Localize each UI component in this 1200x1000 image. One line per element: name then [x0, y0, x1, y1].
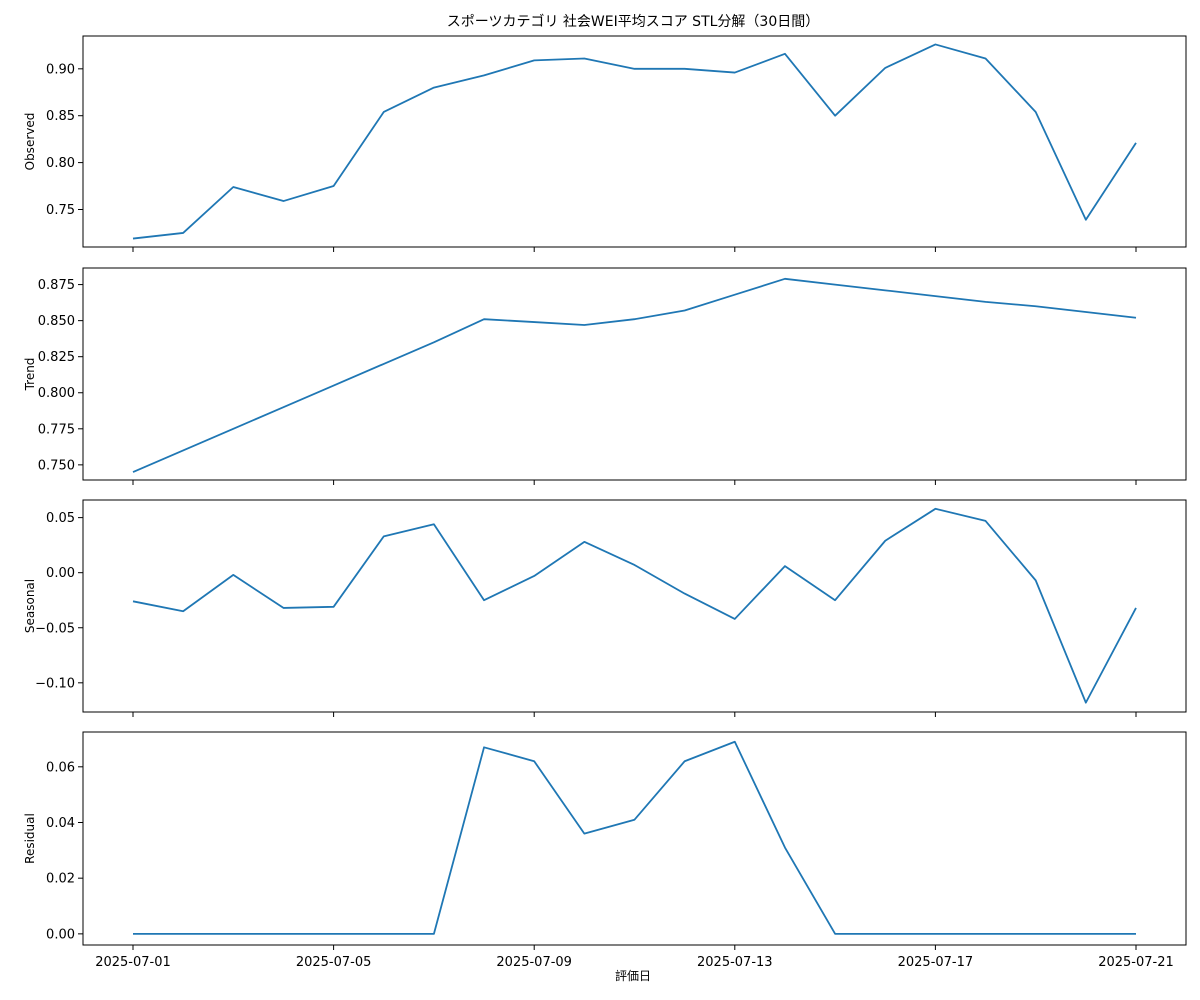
seasonal-frame: [82, 499, 1187, 713]
observed-y-axis-label: Observed: [23, 113, 37, 171]
seasonal-series-line: [132, 507, 1137, 704]
residual-y-tick-label: 0.02: [46, 872, 75, 887]
seasonal-y-tick-label: −0.05: [35, 621, 75, 636]
x-tick-label: 2025-07-09: [496, 955, 572, 970]
trend-y-tick-label: 0.850: [38, 314, 75, 329]
trend-y-tick-label: 0.775: [38, 422, 75, 437]
residual-y-tick-label: 0.04: [46, 816, 75, 831]
observed-y-tick-label: 0.90: [46, 62, 75, 77]
x-axis-label: 評価日: [615, 968, 651, 983]
chart-title: スポーツカテゴリ 社会WEI平均スコア STL分解（30日間）: [447, 13, 820, 30]
trend-y-tick-label: 0.800: [38, 386, 75, 401]
residual-y-tick-label: 0.00: [46, 927, 75, 942]
trend-y-tick-label: 0.750: [38, 458, 75, 473]
seasonal-y-axis-label: Seasonal: [23, 579, 37, 633]
panel-seasonal: −0.10 −0.05 0.00 0.05 Seasonal: [23, 499, 1187, 717]
residual-frame: [82, 731, 1187, 946]
trend-y-tick-label: 0.825: [38, 350, 75, 365]
observed-y-tick-label: 0.85: [46, 109, 75, 124]
panel-observed: 0.75 0.80 0.85 0.90 Observed: [23, 35, 1187, 252]
x-tick-label: 2025-07-13: [697, 955, 773, 970]
residual-series-line: [133, 740, 1136, 935]
trend-series-line: [132, 277, 1137, 473]
panel-trend: 0.750 0.775 0.800 0.825 0.850 0.875 Trend: [23, 267, 1187, 485]
x-tick-label: 2025-07-01: [95, 955, 171, 970]
x-tick-label: 2025-07-21: [1098, 955, 1174, 970]
seasonal-y-tick-label: 0.05: [46, 511, 75, 526]
observed-frame: [82, 35, 1187, 248]
trend-y-tick-label: 0.875: [38, 278, 75, 293]
trend-y-axis-label: Trend: [23, 358, 37, 392]
seasonal-y-tick-label: 0.00: [46, 566, 75, 581]
trend-frame: [82, 267, 1187, 481]
panels: 0.750.800.850.90Observed0.7500.7750.8000…: [23, 35, 1187, 970]
observed-y-tick-label: 0.80: [46, 156, 75, 171]
x-tick-label: 2025-07-17: [898, 955, 974, 970]
seasonal-y-tick-label: −0.10: [35, 676, 75, 691]
observed-series-line: [132, 43, 1137, 240]
observed-y-tick-label: 0.75: [46, 203, 75, 218]
x-tick-label: 2025-07-05: [296, 955, 372, 970]
residual-y-axis-label: Residual: [23, 813, 37, 864]
residual-y-tick-label: 0.06: [46, 760, 75, 775]
panel-residual: 0.00 0.02 0.04 0.06 Residual 2025-07-01 2025-0…: [23, 731, 1187, 970]
